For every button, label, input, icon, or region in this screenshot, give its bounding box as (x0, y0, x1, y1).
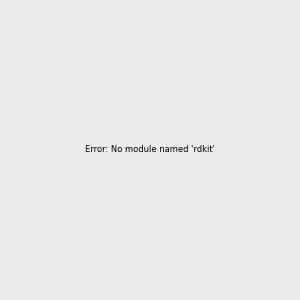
Text: Error: No module named 'rdkit': Error: No module named 'rdkit' (85, 146, 215, 154)
